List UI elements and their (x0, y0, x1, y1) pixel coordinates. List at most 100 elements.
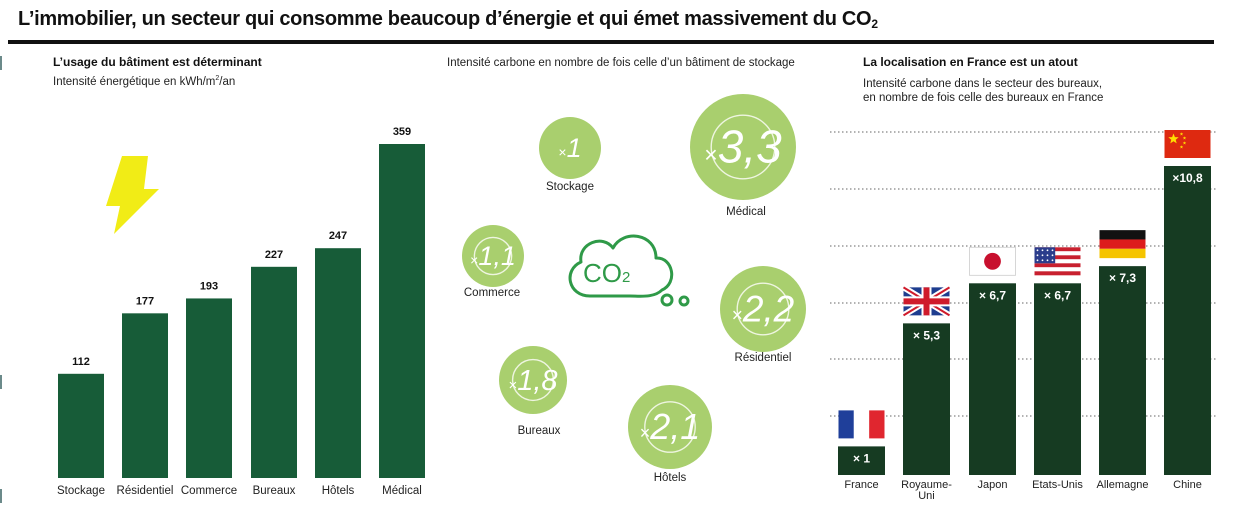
bubble-label: Médical (726, 206, 766, 218)
panel1-subtitle: Intensité énergétique en kWh/m2/an (53, 72, 235, 89)
bolt-shape (106, 156, 159, 234)
bubble-circle (462, 225, 524, 287)
bar (1034, 283, 1081, 475)
panel1-subtitle-sup: 2 (215, 75, 220, 82)
flag-stripe (1099, 239, 1146, 249)
bubble-ring (473, 236, 513, 276)
flag-star (1041, 249, 1044, 252)
edge-mark (0, 489, 2, 503)
bubble-label: Commerce (464, 287, 520, 299)
bar-value-label: ×10,8 (1172, 171, 1203, 185)
flag-star (1182, 141, 1187, 145)
bar-value-label: 359 (393, 126, 411, 138)
china-flag-icon (1164, 130, 1211, 158)
flag-canton (1034, 247, 1056, 264)
bar (251, 266, 297, 478)
flag-star (1036, 249, 1039, 252)
cloud-bubble (660, 293, 674, 307)
flag-stripe (1034, 251, 1081, 256)
flag-star (1041, 259, 1044, 262)
bubble: ×2,2 Résidentiel (720, 266, 806, 364)
bubble-value: ×1,8 (508, 365, 557, 397)
category-label: Chine (1173, 479, 1202, 491)
bubble-circle (628, 385, 712, 469)
flag-stripe (1034, 271, 1081, 276)
title-rule (8, 40, 1214, 44)
bubble: ×3,3 Médical (690, 94, 796, 218)
flag-field (1164, 130, 1211, 158)
bar (58, 373, 104, 478)
bubble-circle (499, 346, 567, 414)
flag-stripe (1099, 248, 1146, 259)
bar-value-label: 177 (136, 295, 154, 307)
flag-star (1179, 132, 1184, 136)
carbon-bubble-chart: ×1 Stockage ×1,1 Commerce ×1,8 Bureaux ×2,1 Hôt… (462, 94, 806, 484)
bar-value-label: × 7,3 (1109, 271, 1136, 285)
flag-star (1046, 254, 1049, 257)
category-label: Résidentiel (117, 485, 174, 497)
flag-disc (984, 252, 1001, 270)
category-label: Bureaux (253, 485, 296, 497)
bubble-ring (710, 114, 776, 180)
bubble-ring (644, 401, 696, 453)
main-title-subscript: 2 (871, 17, 878, 31)
bar-value-label: × 5,3 (913, 328, 940, 342)
bubble-value: ×2,1 (640, 406, 701, 447)
bubble-value: ×2,2 (732, 289, 795, 330)
co2-cloud-icon (568, 234, 690, 307)
co2-label: CO2 (583, 258, 630, 288)
bubble-label: Résidentiel (735, 352, 792, 364)
bubble-label: Stockage (546, 181, 594, 193)
flag-star (1051, 254, 1054, 257)
main-title: L’immobilier, un secteur qui consomme be… (18, 8, 878, 31)
bubble-value: ×3,3 (704, 121, 782, 173)
flag-star (1046, 249, 1049, 252)
flag-star (1036, 254, 1039, 257)
category-label: France (844, 479, 878, 491)
flag-stripe (1034, 247, 1081, 252)
category-label: Hôtels (322, 485, 355, 497)
lightning-bolt-icon (106, 156, 159, 234)
uk-flag-icon (901, 284, 952, 318)
panel1-title: L’usage du bâtiment est déterminant (53, 55, 262, 69)
panel1-subtitle-unit: /an (219, 75, 236, 88)
edge-mark (0, 56, 2, 70)
bar-value-label: 227 (265, 249, 283, 261)
panel1-subtitle-text: Intensité énergétique en kWh/m (53, 75, 216, 88)
flag-stripe (1099, 230, 1146, 240)
bubble-ring (511, 358, 555, 402)
bar-value-label: × 6,7 (979, 288, 1006, 302)
flag-cross (903, 298, 950, 305)
category-label: Commerce (181, 485, 237, 497)
bar (379, 144, 425, 478)
flag-stripe (838, 410, 854, 439)
flag-star (1051, 249, 1054, 252)
bar (122, 313, 168, 478)
usa-flag-icon (1034, 247, 1081, 276)
category-label: Royaume- (901, 479, 952, 491)
flag-stripe (1034, 259, 1081, 264)
flag-stripe (1034, 255, 1081, 260)
panel2-subtitle: Intensité carbone en nombre de fois cell… (447, 57, 795, 69)
bar (186, 298, 232, 478)
bar (838, 446, 885, 475)
bar (315, 248, 361, 478)
flag-stripe (1034, 263, 1081, 268)
bar-value-label: × 6,7 (1044, 288, 1071, 302)
bubble-label: Bureaux (518, 425, 561, 437)
bar-value-label: 193 (200, 280, 218, 292)
panel3-subtitle-line2: en nombre de fois celle des bureaux en F… (863, 92, 1104, 104)
bubble: ×1,1 Commerce (462, 225, 524, 299)
bubble-value: ×1,1 (470, 241, 516, 271)
bubble: ×2,1 Hôtels (628, 385, 712, 484)
bubble-value: ×1 (558, 133, 581, 163)
edge-mark (0, 375, 2, 389)
bubble-ring (736, 282, 790, 336)
bubble-circle (720, 266, 806, 352)
bar (969, 283, 1016, 475)
japan-flag-icon (969, 246, 1016, 276)
category-label: Etats-Unis (1032, 479, 1083, 491)
flag-stripe (853, 410, 870, 439)
bubble: ×1 Stockage (539, 117, 601, 193)
